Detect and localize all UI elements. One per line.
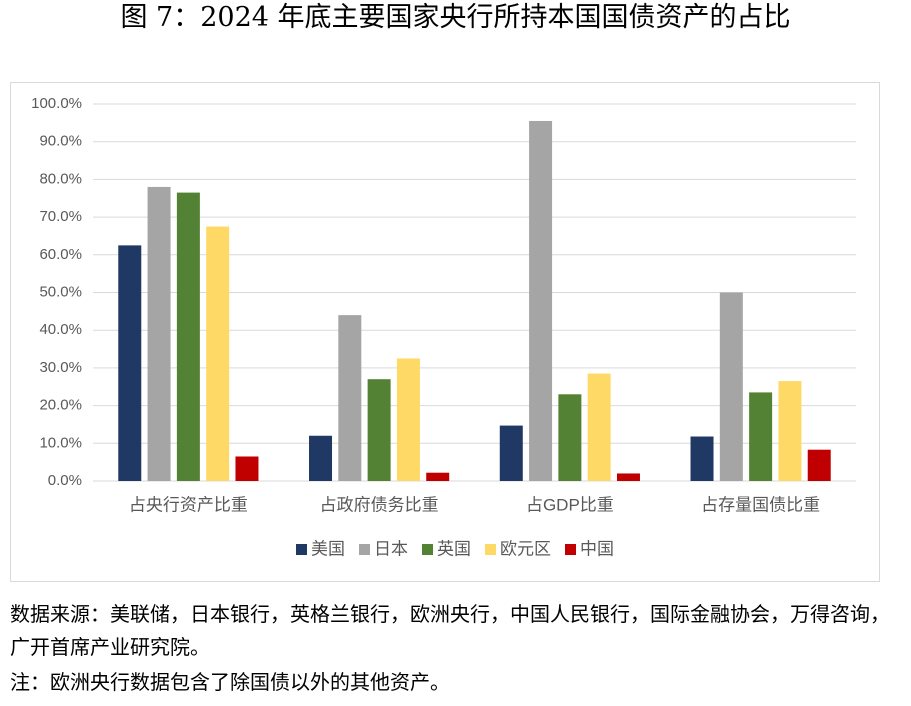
legend-label: 日本 xyxy=(374,539,408,558)
legend-label: 欧元区 xyxy=(500,539,551,558)
bar xyxy=(426,472,450,481)
legend-label: 美国 xyxy=(311,539,345,558)
x-tick-label: 占政府债务比重 xyxy=(320,495,439,514)
bar xyxy=(587,373,611,481)
x-tick-label: 占央行资产比重 xyxy=(129,495,248,514)
source-text: 数据来源：美联储，日本银行，英格兰银行，欧洲央行，中国人民银行，国际金融协会，万… xyxy=(10,602,890,659)
y-tick-label: 70.0% xyxy=(39,208,82,225)
bar xyxy=(778,381,802,481)
x-tick-label: 占存量国债比重 xyxy=(701,495,820,514)
bar xyxy=(176,192,200,481)
y-tick-label: 80.0% xyxy=(39,170,82,187)
bar xyxy=(529,120,553,481)
legend-swatch xyxy=(359,544,370,555)
bar xyxy=(396,358,420,481)
bar xyxy=(616,473,640,481)
legend-label: 中国 xyxy=(580,539,614,558)
y-tick-label: 60.0% xyxy=(39,246,82,263)
note-text: 注：欧洲央行数据包含了除国债以外的其他资产。 xyxy=(10,670,450,694)
bar xyxy=(118,245,142,481)
bar xyxy=(807,449,831,481)
y-tick-label: 20.0% xyxy=(39,397,82,414)
x-tick-label: 占GDP比重 xyxy=(526,495,614,514)
bar xyxy=(690,436,714,481)
chart: 0.0% 10.0% 20.0% 30.0% 40.0% 50.0% 60.0% 70.0% 8… xyxy=(10,82,880,582)
bar xyxy=(147,186,171,481)
bar xyxy=(499,425,523,481)
bar xyxy=(206,226,230,481)
bar xyxy=(558,394,582,481)
legend-swatch xyxy=(485,544,496,555)
bar xyxy=(338,315,362,481)
legend-label: 英国 xyxy=(437,539,471,558)
bar xyxy=(719,292,743,481)
y-tick-label: 50.0% xyxy=(39,283,82,300)
legend-swatch xyxy=(422,544,433,555)
y-tick-label: 0.0% xyxy=(48,472,82,489)
bar xyxy=(749,392,773,481)
legend-swatch xyxy=(565,544,576,555)
y-tick-label: 40.0% xyxy=(39,321,82,338)
bar xyxy=(367,379,391,481)
y-tick-label: 10.0% xyxy=(39,434,82,451)
y-tick-label: 90.0% xyxy=(39,133,82,150)
chart-title: 图 7：2024 年底主要国家央行所持本国国债资产的占比 xyxy=(120,2,791,33)
y-tick-label: 100.0% xyxy=(31,95,82,112)
bar xyxy=(309,435,333,481)
legend-swatch xyxy=(296,544,307,555)
bar xyxy=(235,456,259,481)
y-tick-label: 30.0% xyxy=(39,359,82,376)
